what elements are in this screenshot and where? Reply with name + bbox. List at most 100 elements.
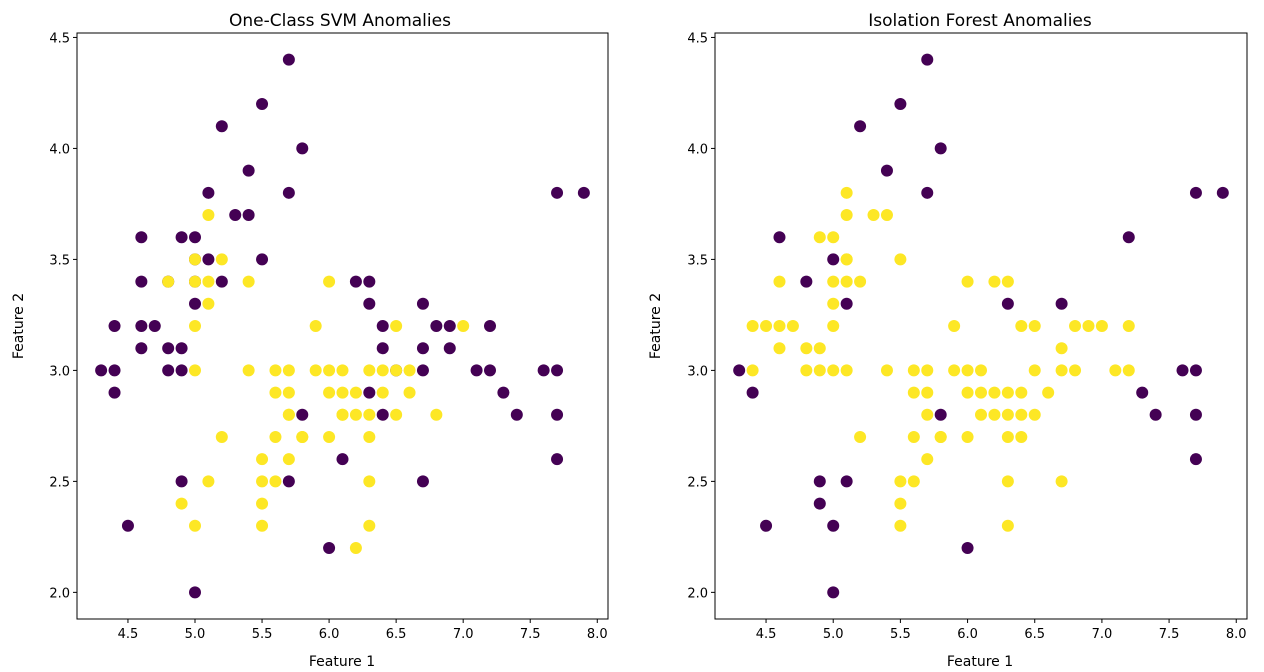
panel-isoforest: Isolation Forest Anomalies 4.5 5.0 5.5 6.0 6… — [648, 11, 1248, 670]
anomaly-point — [376, 342, 389, 355]
anomaly-point — [1149, 408, 1162, 421]
normal-point — [242, 275, 255, 288]
anomaly-point — [108, 320, 121, 332]
anomaly-point — [827, 253, 840, 266]
normal-point — [975, 408, 987, 421]
x-tick-label: 6.5 — [1024, 627, 1045, 642]
anomaly-point — [363, 297, 376, 310]
anomaly-point — [135, 231, 148, 244]
normal-point — [840, 275, 853, 288]
y-tick-label: 2.0 — [49, 586, 70, 601]
y-axis-label-svm: Feature 2 — [11, 293, 27, 359]
normal-point — [189, 320, 201, 332]
x-tick-label: 6.5 — [386, 627, 407, 642]
anomaly-point — [282, 53, 295, 66]
normal-point — [269, 364, 282, 377]
normal-point — [840, 186, 853, 199]
anomaly-point — [813, 475, 826, 488]
normal-point — [189, 519, 201, 532]
anomaly-point — [894, 98, 907, 111]
normal-point — [773, 320, 786, 332]
anomaly-point — [827, 586, 840, 599]
normal-point — [813, 231, 826, 244]
anomaly-point — [1001, 297, 1014, 310]
normal-point — [189, 253, 201, 266]
normal-point — [1028, 408, 1041, 421]
normal-point — [403, 364, 416, 377]
anomaly-point — [934, 142, 947, 155]
anomaly-point — [189, 231, 201, 244]
normal-point — [1001, 430, 1014, 443]
normal-point — [1095, 320, 1108, 332]
normal-point — [1028, 320, 1041, 332]
anomaly-point — [282, 475, 295, 488]
normal-point — [390, 408, 403, 421]
normal-point — [988, 386, 1001, 399]
normal-point — [309, 320, 322, 332]
plot-area-isoforest — [714, 32, 1248, 620]
normal-point — [202, 209, 215, 222]
normal-point — [256, 497, 269, 510]
anomaly-point — [215, 275, 228, 288]
anomaly-point — [189, 297, 201, 310]
normal-point — [948, 364, 961, 377]
x-tick-label: 7.5 — [520, 627, 541, 642]
anomaly-point — [242, 164, 255, 177]
anomaly-point — [1189, 364, 1202, 377]
normal-point — [840, 253, 853, 266]
anomaly-point — [551, 364, 564, 377]
normal-point — [1015, 386, 1028, 399]
anomaly-point — [551, 186, 564, 199]
anomaly-point — [416, 364, 429, 377]
anomaly-point — [135, 342, 148, 355]
x-axis-label-svm: Feature 1 — [309, 654, 375, 670]
normal-point — [1055, 364, 1068, 377]
normal-point — [336, 408, 349, 421]
normal-point — [1001, 275, 1014, 288]
normal-point — [269, 475, 282, 488]
y-tick-label: 3.0 — [687, 364, 708, 379]
normal-point — [907, 386, 920, 399]
normal-point — [975, 386, 987, 399]
anomaly-point — [1189, 186, 1202, 199]
anomaly-point — [175, 475, 188, 488]
normal-point — [349, 386, 362, 399]
anomaly-point — [484, 364, 496, 377]
anomaly-point — [746, 386, 759, 399]
anomaly-point — [443, 342, 456, 355]
normal-point — [746, 364, 759, 377]
anomaly-point — [229, 209, 242, 222]
y-tick-label: 4.5 — [687, 31, 708, 46]
normal-point — [189, 275, 201, 288]
anomaly-point — [336, 453, 349, 466]
x-tick-label: 7.5 — [1159, 627, 1180, 642]
anomaly-point — [813, 497, 826, 510]
anomaly-point — [470, 364, 483, 377]
normal-point — [813, 364, 826, 377]
y-tick-label: 4.0 — [49, 142, 70, 157]
normal-point — [1001, 475, 1014, 488]
normal-point — [1122, 320, 1135, 332]
normal-point — [854, 430, 867, 443]
anomaly-point — [215, 120, 228, 133]
normal-point — [363, 408, 376, 421]
points-svm — [95, 53, 590, 599]
normal-point — [746, 320, 759, 332]
anomaly-point — [577, 186, 590, 199]
anomaly-point — [430, 320, 443, 332]
normal-point — [880, 364, 893, 377]
anomaly-point — [1216, 186, 1229, 199]
normal-point — [323, 364, 336, 377]
y-tick-label: 3.0 — [49, 364, 70, 379]
anomaly-point — [108, 364, 121, 377]
normal-point — [921, 364, 934, 377]
normal-point — [309, 364, 322, 377]
anomaly-point — [537, 364, 550, 377]
anomaly-point — [921, 186, 934, 199]
normal-point — [202, 475, 215, 488]
normal-point — [961, 430, 974, 443]
normal-point — [961, 386, 974, 399]
anomaly-point — [189, 586, 201, 599]
anomaly-point — [416, 342, 429, 355]
anomaly-point — [443, 320, 456, 332]
